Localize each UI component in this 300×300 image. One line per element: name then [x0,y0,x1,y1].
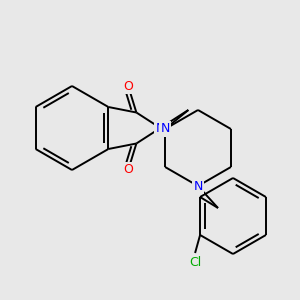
Text: O: O [123,163,133,176]
Text: N: N [193,179,203,193]
Text: Cl: Cl [189,256,201,269]
Text: O: O [123,80,133,93]
Text: N: N [160,122,170,136]
Text: N: N [156,122,165,134]
